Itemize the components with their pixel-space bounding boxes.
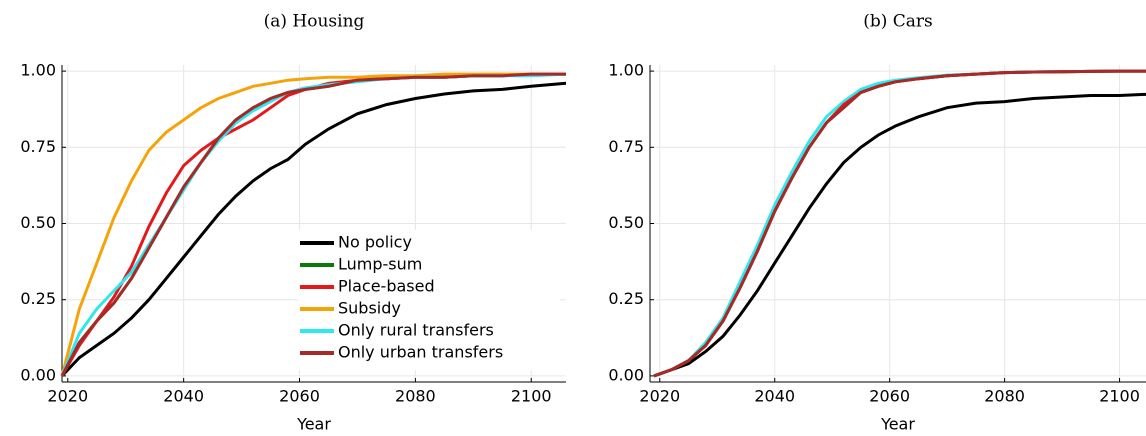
legend-label: Only urban transfers [338, 343, 503, 362]
x-tick-label: 2020 [47, 387, 88, 406]
x-tick-label: 2080 [395, 387, 436, 406]
x-tick-label: 2100 [1099, 387, 1140, 406]
y-tick-label: 0.25 [608, 289, 644, 308]
x-tick-label: 2060 [279, 387, 320, 406]
panel-title: (a) Housing [264, 12, 365, 32]
y-tick-label: 0.75 [20, 137, 56, 156]
x-axis-label: Year [296, 415, 331, 434]
legend-label: No policy [338, 233, 412, 252]
y-tick-label: 0.25 [20, 289, 56, 308]
series-line [653, 92, 1146, 378]
y-tick-label: 0.50 [20, 213, 56, 232]
legend-label: Place-based [338, 277, 435, 296]
y-tick-label: 1.00 [20, 61, 56, 80]
series-line [60, 72, 566, 377]
x-tick-label: 2100 [511, 387, 552, 406]
y-tick-label: 0.75 [608, 137, 644, 156]
y-tick-label: 0.50 [608, 213, 644, 232]
series-line [60, 81, 567, 377]
series-line [653, 69, 1146, 378]
x-tick-label: 2080 [984, 387, 1025, 406]
y-tick-label: 1.00 [608, 61, 644, 80]
series-line [60, 72, 566, 377]
legend-label: Lump-sum [338, 255, 422, 274]
y-tick-label: 0.00 [608, 365, 644, 384]
x-tick-label: 2040 [754, 387, 795, 406]
x-axis-label: Year [880, 415, 915, 434]
legend-label: Subsidy [338, 299, 401, 318]
legend-box [298, 230, 560, 370]
x-tick-label: 2020 [639, 387, 680, 406]
panel-title: (b) Cars [863, 12, 933, 32]
x-tick-label: 2040 [163, 387, 204, 406]
x-tick-label: 2060 [869, 387, 910, 406]
legend-label: Only rural transfers [338, 321, 494, 340]
y-tick-label: 0.00 [20, 365, 56, 384]
